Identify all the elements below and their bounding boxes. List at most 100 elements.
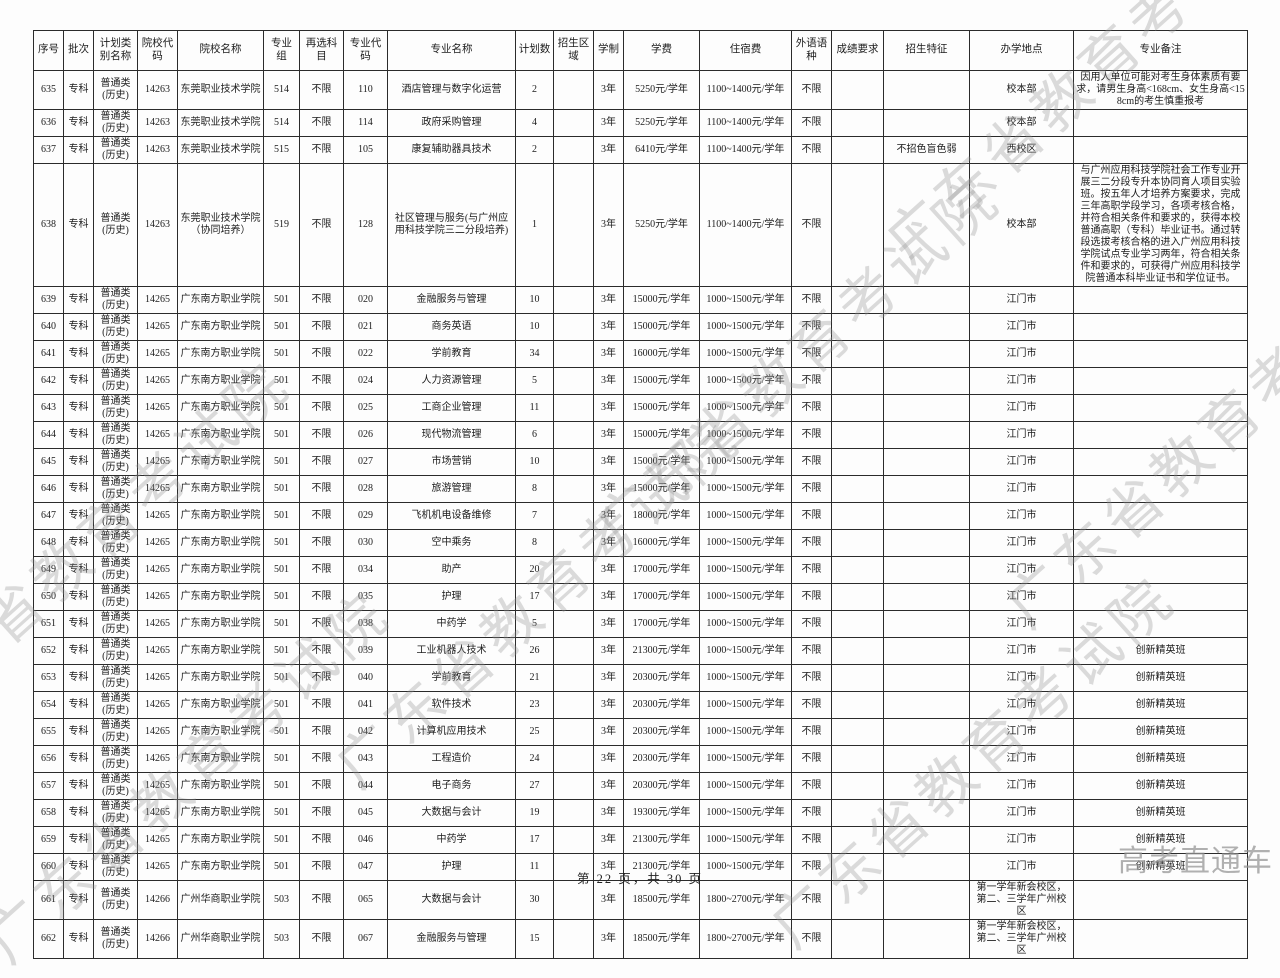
cell-foreign-language: 不限: [791, 529, 832, 557]
cell-major-name: 工程造价: [387, 745, 516, 773]
cell-campus-location: 校本部: [969, 70, 1074, 110]
cell-score-requirement: [831, 367, 884, 395]
cell-major-remark: [1073, 502, 1248, 530]
cell-batch: 专科: [63, 163, 94, 287]
cell-duration: 3年: [593, 70, 624, 110]
cell-subject-requirement: 不限: [299, 799, 344, 827]
cell-major-name: 大数据与会计: [387, 799, 516, 827]
cell-score-requirement: [831, 799, 884, 827]
cell-plan-count: 15: [515, 919, 554, 959]
cell-admission-region: [553, 70, 594, 110]
cell-major-code: 034: [343, 556, 388, 584]
cell-college-name: 广东南方职业学院: [177, 448, 264, 476]
cell-major-group: 501: [263, 313, 300, 341]
cell-score-requirement: [831, 919, 884, 959]
cell-foreign-language: 不限: [791, 475, 832, 503]
cell-major-name: 中药学: [387, 610, 516, 638]
cell-major-remark: [1073, 529, 1248, 557]
cell-foreign-language: 不限: [791, 70, 832, 110]
cell-duration: 3年: [593, 502, 624, 530]
cell-admission-feature: [883, 529, 970, 557]
cell-admission-feature: [883, 745, 970, 773]
cell-plan-count: 11: [515, 394, 554, 422]
cell-foreign-language: 不限: [791, 448, 832, 476]
cell-admission-feature: [883, 664, 970, 692]
cell-major-name: 软件技术: [387, 691, 516, 719]
cell-batch: 专科: [63, 691, 94, 719]
cell-college-code: 14265: [137, 502, 178, 530]
cell-batch: 专科: [63, 421, 94, 449]
cell-accommodation-fee: 1000~1500元/学年: [699, 556, 792, 584]
cell-tuition: 5250元/学年: [623, 163, 700, 287]
cell-score-requirement: [831, 421, 884, 449]
cell-foreign-language: 不限: [791, 367, 832, 395]
cell-foreign-language: 不限: [791, 853, 832, 881]
cell-major-group: 501: [263, 286, 300, 314]
cell-college-code: 14265: [137, 529, 178, 557]
cell-college-name: 广东南方职业学院: [177, 502, 264, 530]
table-row: 654 专科 普通类(历史) 14265 广东南方职业学院 501 不限 041 软件技术 23 3…: [33, 691, 1248, 719]
cell-subject-requirement: 不限: [299, 340, 344, 368]
cell-tuition: 15000元/学年: [623, 448, 700, 476]
cell-batch: 专科: [63, 529, 94, 557]
cell-tuition: 20300元/学年: [623, 664, 700, 692]
cell-major-group: 515: [263, 136, 300, 164]
cell-campus-location: 江门市: [969, 556, 1074, 584]
cell-admission-feature: [883, 502, 970, 530]
cell-plan-count: 7: [515, 502, 554, 530]
cell-duration: 3年: [593, 394, 624, 422]
cell-accommodation-fee: 1000~1500元/学年: [699, 340, 792, 368]
cell-plan-count: 5: [515, 610, 554, 638]
cell-college-name: 广东南方职业学院: [177, 367, 264, 395]
cell-tuition: 19300元/学年: [623, 799, 700, 827]
cell-major-code: 044: [343, 772, 388, 800]
cell-subject-requirement: 不限: [299, 718, 344, 746]
cell-college-code: 14265: [137, 691, 178, 719]
cell-major-name: 社区管理与服务(与广州应用科技学院三二分段培养): [387, 163, 516, 287]
cell-major-code: 040: [343, 664, 388, 692]
cell-tuition: 17000元/学年: [623, 610, 700, 638]
column-header-tuition: 学费: [623, 30, 700, 71]
table-row: 636 专科 普通类(历史) 14263 东莞职业技术学院 514 不限 114 政府采购管理 4…: [33, 109, 1248, 137]
cell-score-requirement: [831, 136, 884, 164]
cell-subject-requirement: 不限: [299, 556, 344, 584]
cell-score-requirement: [831, 502, 884, 530]
cell-major-remark: [1073, 448, 1248, 476]
cell-accommodation-fee: 1000~1500元/学年: [699, 799, 792, 827]
cell-foreign-language: 不限: [791, 502, 832, 530]
cell-campus-location: 校本部: [969, 163, 1074, 287]
cell-major-remark: [1073, 919, 1248, 959]
cell-campus-location: 江门市: [969, 502, 1074, 530]
cell-major-group: 501: [263, 799, 300, 827]
cell-score-requirement: [831, 340, 884, 368]
cell-plan-count: 8: [515, 529, 554, 557]
cell-admission-region: [553, 394, 594, 422]
cell-admission-feature: [883, 610, 970, 638]
cell-campus-location: 江门市: [969, 529, 1074, 557]
cell-plan-category: 普通类(历史): [93, 610, 138, 638]
cell-plan-category: 普通类(历史): [93, 799, 138, 827]
cell-major-remark: 创新精英班: [1073, 772, 1248, 800]
cell-college-name: 广东南方职业学院: [177, 664, 264, 692]
cell-campus-location: 江门市: [969, 394, 1074, 422]
cell-campus-location: 江门市: [969, 718, 1074, 746]
cell-subject-requirement: 不限: [299, 70, 344, 110]
table-row: 650 专科 普通类(历史) 14265 广东南方职业学院 501 不限 035 护理 17 3年 1…: [33, 583, 1248, 611]
cell-accommodation-fee: 1000~1500元/学年: [699, 826, 792, 854]
page-footer: 第 22 页，共 30 页: [576, 872, 703, 886]
cell-tuition: 15000元/学年: [623, 286, 700, 314]
cell-major-name: 护理: [387, 583, 516, 611]
cell-tuition: 6410元/学年: [623, 136, 700, 164]
cell-duration: 3年: [593, 853, 624, 881]
cell-major-remark: 与广州应用科技学院社会工作专业开展三二分段专升本协同育人项目实验班。按五年人才培…: [1073, 163, 1248, 287]
cell-tuition: 5250元/学年: [623, 109, 700, 137]
cell-campus-location: 江门市: [969, 691, 1074, 719]
cell-tuition: 15000元/学年: [623, 394, 700, 422]
table-row: 646 专科 普通类(历史) 14265 广东南方职业学院 501 不限 028 旅游管理 8 3年…: [33, 475, 1248, 503]
table-row: 660 专科 普通类(历史) 14265 广东南方职业学院 501 不限 047 护理 11 3年 2…: [33, 853, 1248, 881]
cell-major-name: 政府采购管理: [387, 109, 516, 137]
cell-tuition: 17000元/学年: [623, 556, 700, 584]
cell-plan-category: 普通类(历史): [93, 745, 138, 773]
cell-major-code: 024: [343, 367, 388, 395]
cell-tuition: 5250元/学年: [623, 70, 700, 110]
